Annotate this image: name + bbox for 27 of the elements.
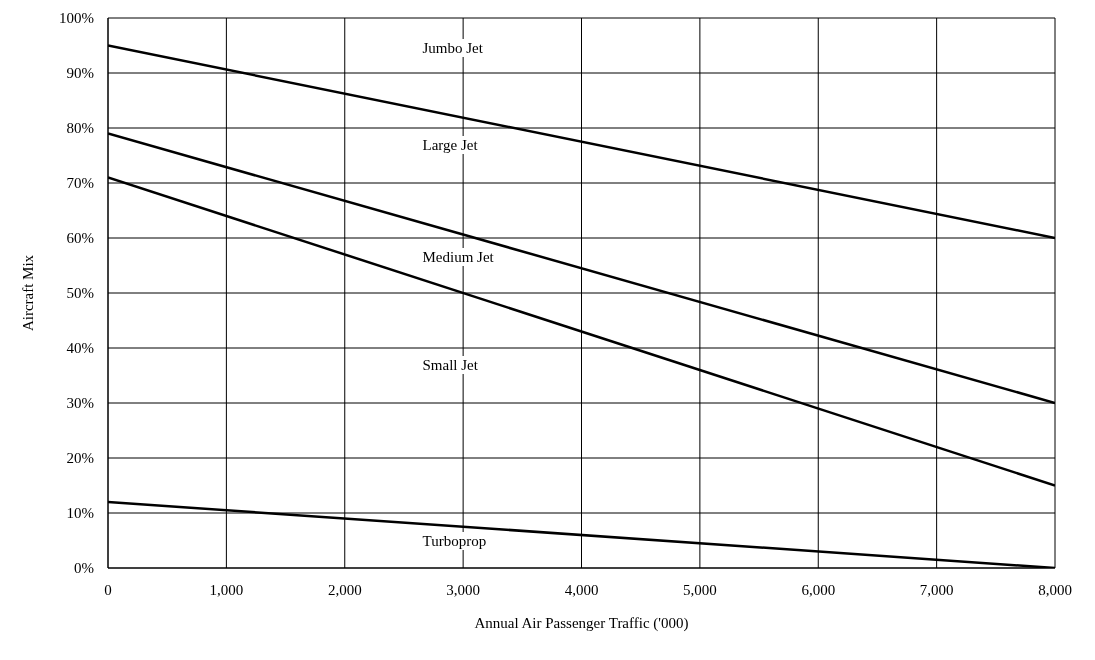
y-tick-label: 0% [74,560,94,577]
y-tick-label: 30% [66,395,94,412]
y-tick-label: 40% [66,340,94,357]
y-tick-label: 50% [66,285,94,302]
x-axis-title: Annual Air Passenger Traffic ('000) [474,615,689,632]
y-axis-title: Aircraft Mix [20,254,37,332]
x-tick-label: 2,000 [327,581,362,598]
x-tick-label: 5,000 [683,581,717,598]
x-tick-label: 7,000 [919,581,954,598]
annotation: Medium Jet [420,248,496,267]
annotation: Turboprop [420,531,489,550]
y-tick-label: 60% [66,230,94,247]
x-tick-label: 3,000 [446,581,480,598]
x-tick-label: 4,000 [564,581,599,598]
x-tick-label: 8,000 [1038,581,1072,598]
x-tick-label: 6,000 [801,581,836,598]
y-tick-label: 80% [66,120,94,137]
annotation: Jumbo Jet [420,39,485,58]
y-tick-label: 90% [66,65,94,82]
annotation: Small Jet [420,355,480,374]
y-tick-label: 100% [59,10,94,27]
y-tick-label: 70% [66,175,94,192]
x-tick-label: 1,000 [209,581,244,598]
annotation: Large Jet [420,135,480,154]
x-tick-label: 0 [104,581,112,598]
y-tick-label: 20% [66,450,94,467]
y-tick-label: 10% [66,505,94,522]
